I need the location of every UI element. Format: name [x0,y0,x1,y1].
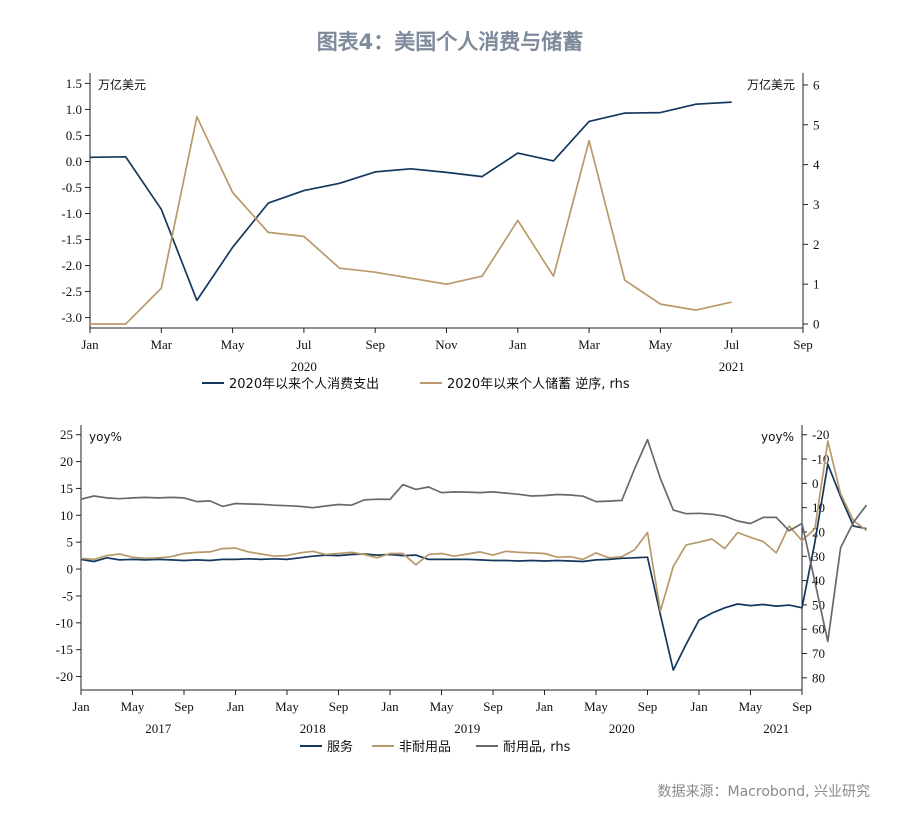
x-tick-label: Sep [638,699,658,714]
legend-label-2: 2020年以来个人储蓄 逆序, rhs [447,376,630,392]
x-tick-label: Sep [792,699,812,714]
y-left-tick-label: -10 [56,615,73,630]
y-left-tick-label: -2.0 [61,258,82,273]
x-tick-label: May [430,699,454,714]
y-right-tick-label: 5 [813,117,820,132]
y-right-tick-label: 70 [812,646,825,661]
y-right-tick-label: -20 [812,427,829,442]
x-tick-label: Jan [536,699,554,714]
y-left-tick-label: -3.0 [61,310,82,325]
y-left-tick-label: 15 [60,481,73,496]
x-tick-label: Jul [724,337,740,352]
x-tick-label: Mar [578,337,600,352]
y-left-tick-label: -1.5 [61,232,82,247]
x-tick-label: Sep [329,699,349,714]
series-line-2 [80,440,867,612]
x-year-label: 2018 [300,721,326,736]
y-left-tick-label: 5 [67,535,74,550]
y-right-unit: 万亿美元 [747,77,795,92]
y-left-tick-label: -20 [56,669,73,684]
y-left-unit: yoy% [89,430,122,444]
x-tick-label: Sep [793,337,813,352]
x-tick-label: Jan [690,699,708,714]
y-right-tick-label: 4 [813,157,820,172]
y-left-tick-label: -0.5 [61,180,82,195]
y-right-tick-label: 1 [813,277,820,292]
x-tick-label: Jan [72,699,90,714]
legend-label-3: 耐用品, rhs [503,740,571,755]
x-tick-label: Jan [381,699,399,714]
page-title: 图表4：美国个人消费与储蓄 [316,30,584,54]
y-left-tick-label: 1.0 [66,102,82,117]
x-tick-label: Jan [509,337,527,352]
series-line-2 [90,115,732,325]
x-tick-label: Sep [483,699,503,714]
y-left-tick-label: 0.5 [66,128,82,143]
x-tick-label: Jul [296,337,312,352]
x-year-label: 2021 [763,721,789,736]
x-tick-label: May [121,699,145,714]
x-tick-label: May [584,699,608,714]
y-right-tick-label: 20 [812,524,825,539]
x-tick-label: Sep [174,699,194,714]
y-left-tick-label: -1.0 [61,206,82,221]
y-left-tick-label: -15 [56,642,73,657]
y-right-tick-label: 80 [812,670,825,685]
y-right-tick-label: 2 [813,237,820,252]
y-left-tick-label: 0.0 [66,154,82,169]
y-left-tick-label: 20 [60,454,73,469]
y-left-tick-label: -2.5 [61,284,82,299]
y-left-unit: 万亿美元 [98,77,146,92]
y-right-tick-label: 3 [813,197,820,212]
x-tick-label: May [221,337,245,352]
y-right-tick-label: 60 [812,622,825,637]
x-tick-label: May [739,699,763,714]
x-tick-label: Jan [227,699,245,714]
legend-label-2: 非耐用品 [399,740,451,755]
legend-label-1: 服务 [327,739,353,755]
x-year-label: 2020 [291,359,317,374]
y-left-tick-label: 1.5 [66,76,82,91]
consumption-savings-chart: 1.5 1.0 0.5 0.0 -0.5 -1.0 -1.5 -2.0 -2.5 -3.0 0 1 2 3… [61,73,820,392]
y-right-tick-label: 6 [813,77,820,92]
x-tick-label: Nov [435,337,458,352]
y-left-tick-label: 10 [60,508,73,523]
y-left-tick-label: -5 [62,588,73,603]
y-right-tick-label: 50 [812,597,825,612]
series-line-1 [89,101,732,302]
x-year-label: 2021 [719,359,745,374]
x-tick-label: May [275,699,299,714]
series-line-1 [80,463,867,671]
y-left-tick-label: 0 [67,562,74,577]
x-tick-label: Sep [365,337,385,352]
y-right-unit: yoy% [761,430,794,444]
y-right-tick-label: 0 [813,317,820,332]
x-year-label: 2020 [609,721,635,736]
y-left-tick-label: 25 [60,427,73,442]
source-note: 数据来源：Macrobond, 兴业研究 [657,784,870,800]
x-tick-label: Mar [150,337,172,352]
x-tick-label: Jan [81,337,99,352]
series-line-3 [80,438,868,643]
y-right-tick-label: 0 [812,476,819,491]
legend-label-1: 2020年以来个人消费支出 [229,377,379,392]
y-right-tick-label: 30 [812,549,825,564]
x-year-label: 2017 [145,721,172,736]
x-tick-label: May [648,337,672,352]
x-year-label: 2019 [454,721,480,736]
